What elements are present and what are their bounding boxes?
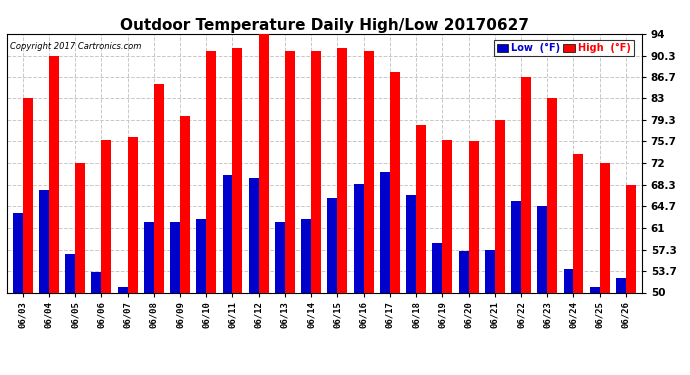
- Bar: [564, 269, 573, 292]
- Bar: [249, 178, 259, 292]
- Bar: [154, 84, 164, 292]
- Bar: [101, 140, 111, 292]
- Bar: [196, 219, 206, 292]
- Bar: [302, 219, 311, 292]
- Bar: [442, 140, 453, 292]
- Title: Outdoor Temperature Daily High/Low 20170627: Outdoor Temperature Daily High/Low 20170…: [120, 18, 529, 33]
- Bar: [469, 141, 479, 292]
- Bar: [65, 254, 75, 292]
- Bar: [590, 286, 600, 292]
- Bar: [547, 99, 558, 292]
- Bar: [459, 251, 469, 292]
- Bar: [406, 195, 416, 292]
- Bar: [128, 136, 137, 292]
- Bar: [364, 51, 373, 292]
- Text: Copyright 2017 Cartronics.com: Copyright 2017 Cartronics.com: [10, 42, 141, 51]
- Bar: [180, 116, 190, 292]
- Bar: [626, 185, 636, 292]
- Bar: [91, 272, 101, 292]
- Bar: [117, 286, 128, 292]
- Bar: [616, 278, 626, 292]
- Bar: [380, 172, 390, 292]
- Bar: [600, 163, 610, 292]
- Bar: [573, 154, 584, 292]
- Bar: [337, 48, 347, 292]
- Bar: [39, 190, 49, 292]
- Bar: [416, 125, 426, 292]
- Bar: [75, 163, 85, 292]
- Bar: [495, 120, 505, 292]
- Bar: [354, 184, 364, 292]
- Bar: [390, 72, 400, 292]
- Bar: [485, 250, 495, 292]
- Bar: [275, 222, 285, 292]
- Bar: [222, 175, 233, 292]
- Bar: [511, 201, 521, 292]
- Bar: [144, 222, 154, 292]
- Legend: Low  (°F), High  (°F): Low (°F), High (°F): [494, 40, 633, 56]
- Bar: [49, 56, 59, 292]
- Bar: [12, 213, 23, 292]
- Bar: [433, 243, 442, 292]
- Bar: [23, 99, 32, 292]
- Bar: [233, 48, 242, 292]
- Bar: [170, 222, 180, 292]
- Bar: [285, 51, 295, 292]
- Bar: [311, 51, 321, 292]
- Bar: [259, 34, 268, 292]
- Bar: [521, 76, 531, 292]
- Bar: [538, 206, 547, 292]
- Bar: [328, 198, 337, 292]
- Bar: [206, 51, 216, 292]
